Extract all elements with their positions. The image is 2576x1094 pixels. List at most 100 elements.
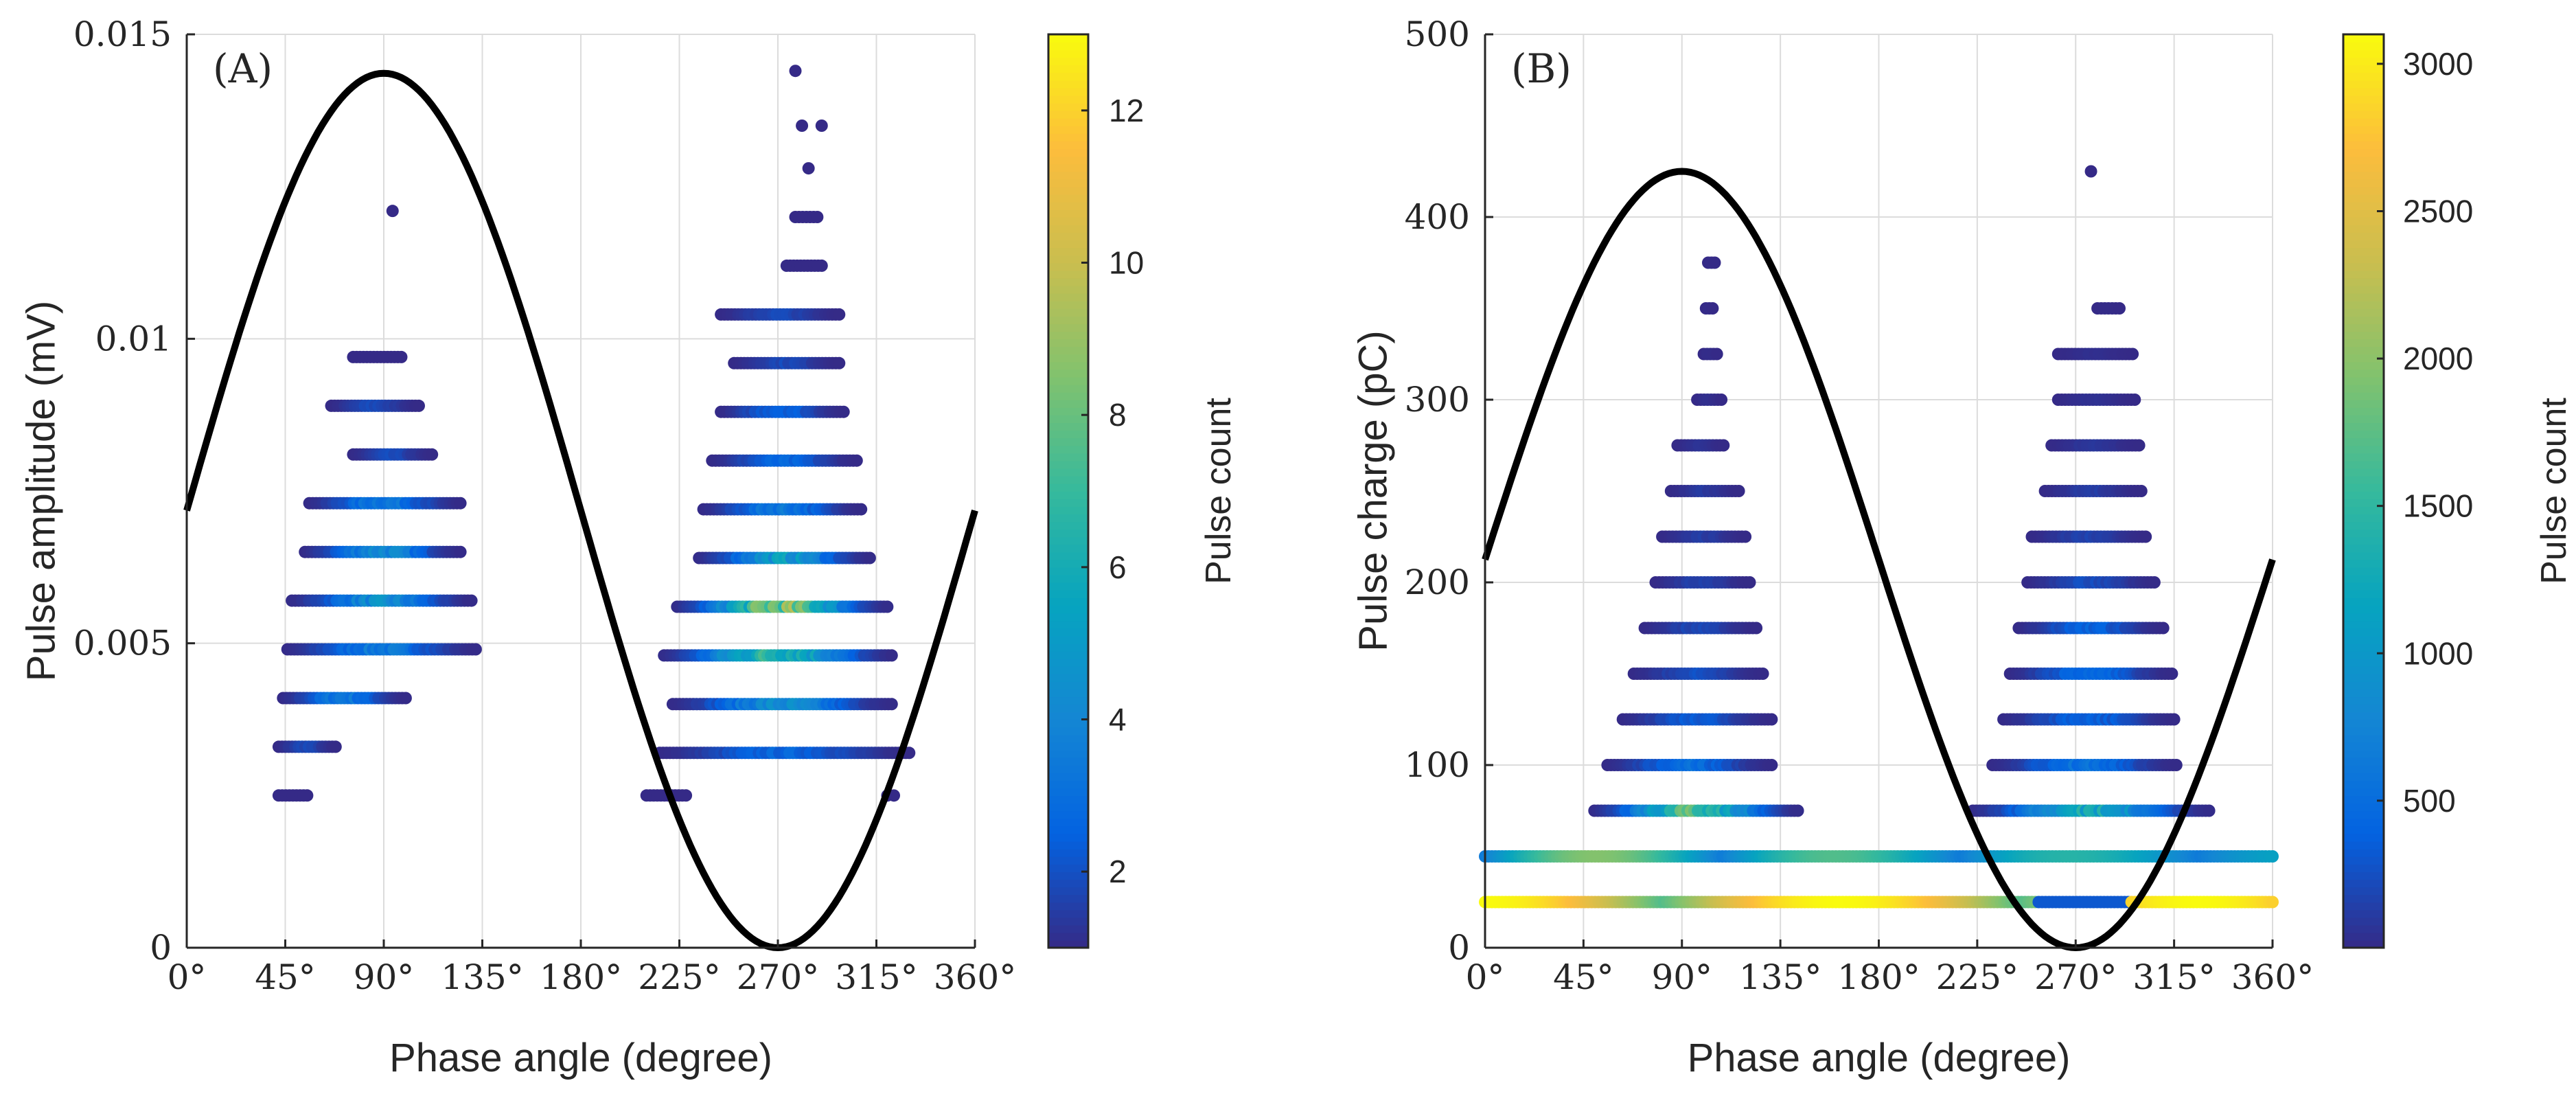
colorbar-segment [2343, 902, 2384, 911]
colorbar-segment [2343, 620, 2384, 629]
sine-reference-curve [1482, 168, 2276, 952]
scatter-point [1756, 668, 1769, 680]
colorbar-segment [2343, 300, 2384, 309]
colorbar-segment [2343, 217, 2384, 225]
colorbar-segment [2343, 186, 2384, 195]
scatter-points [272, 65, 916, 802]
scatter-point [2084, 165, 2097, 178]
colorbar-segment [1048, 613, 1088, 622]
colorbar-segment [2343, 460, 2384, 469]
colorbar-segment [2343, 65, 2384, 73]
colorbar-segment [1048, 620, 1088, 629]
colorbar-segment [1048, 300, 1088, 309]
colorbar-segment [2343, 34, 2384, 43]
colorbar-segment [1048, 841, 1088, 850]
colorbar-segment [2343, 605, 2384, 614]
y-tick-label: 300 [1405, 380, 1470, 420]
colorbar-segment [2343, 924, 2384, 933]
colorbar-segment [1048, 445, 1088, 454]
x-tick-label: 45° [255, 957, 316, 997]
x-tick-label: 360° [934, 957, 1016, 997]
colorbar-segment [1048, 65, 1088, 73]
colorbar-segment [1048, 308, 1088, 317]
colorbar-segment [2343, 179, 2384, 187]
colorbar-label: Pulse count [2534, 398, 2574, 584]
colorbar-segment [1048, 932, 1088, 941]
x-tick-label: 135° [1739, 957, 1821, 997]
colorbar-segment [1048, 346, 1088, 355]
colorbar-segment [2343, 864, 2384, 872]
colorbar-segment [1048, 232, 1088, 241]
colorbar-tick-label: 12 [1109, 93, 1144, 128]
x-tick-label: 0° [1466, 957, 1505, 997]
scatter-point [833, 308, 846, 321]
colorbar-segment [1048, 795, 1088, 804]
colorbar-segment [2343, 696, 2384, 705]
colorbar-frame [2342, 33, 2385, 949]
colorbar-segment [1048, 133, 1088, 141]
colorbar-segment [2343, 407, 2384, 415]
x-tick-label: 270° [737, 957, 819, 997]
colorbar-segment [1048, 453, 1088, 461]
sine-reference-curve [183, 69, 978, 952]
colorbar-segment [2343, 788, 2384, 797]
scatter-point [395, 350, 408, 363]
colorbar-segment [2343, 391, 2384, 400]
colorbar-segment [2343, 369, 2384, 378]
scatter-point [2165, 668, 2178, 680]
colorbar-segment [1048, 696, 1088, 705]
colorbar-segment [1048, 894, 1088, 903]
colorbar-segment [1048, 80, 1088, 89]
x-axis-label: Phase angle (degree) [389, 1036, 772, 1080]
colorbar-tick-label: 3000 [2403, 46, 2473, 82]
colorbar-segment [1048, 681, 1088, 690]
x-tick-label: 0° [168, 957, 207, 997]
colorbar-segment [2343, 270, 2384, 279]
colorbar-segment [2343, 323, 2384, 332]
colorbar-segment [2343, 475, 2384, 484]
colorbar-segment [1048, 590, 1088, 598]
colorbar-segment [2343, 225, 2384, 233]
colorbar-tick-label: 8 [1109, 397, 1127, 433]
colorbar-segment [2343, 95, 2384, 104]
scatter-point [855, 503, 868, 516]
colorbar-segment [2343, 674, 2384, 682]
scatter-point [888, 789, 901, 802]
scatter-point [885, 649, 898, 662]
colorbar-segment [2343, 628, 2384, 637]
colorbar-segment [1048, 727, 1088, 736]
colorbar-segment [2343, 163, 2384, 172]
colorbar-segment [2343, 582, 2384, 591]
colorbar-segment [2343, 201, 2384, 210]
colorbar-segment [2343, 232, 2384, 241]
colorbar-segment [2343, 141, 2384, 150]
colorbar-segment [1048, 186, 1088, 195]
colorbar-tick-label: 500 [2403, 783, 2456, 819]
colorbar-tick-label: 2000 [2403, 341, 2473, 376]
colorbar-segment [2343, 514, 2384, 523]
colorbar-segment [1048, 879, 1088, 888]
colorbar-segment [2343, 795, 2384, 804]
scatter-point [2157, 622, 2170, 635]
colorbar-segment [2343, 445, 2384, 454]
scatter-point [2139, 530, 2152, 543]
colorbar-segment [1048, 262, 1088, 271]
colorbar-tick-label: 1500 [2403, 488, 2473, 524]
colorbar-segment [2343, 331, 2384, 340]
colorbar-segment [1048, 339, 1088, 347]
colorbar-segment [2343, 49, 2384, 58]
colorbar-segment [1048, 848, 1088, 857]
colorbar-segment [1048, 650, 1088, 659]
colorbar-segment [1048, 376, 1088, 385]
colorbar-segment [1048, 201, 1088, 210]
chart-panel-b: 0° 45° 90° 135° 180° 225° 270° 315° 360° 0 100 200 3… [1351, 14, 2575, 1080]
colorbar-segment [1048, 856, 1088, 865]
colorbar-segment [1048, 34, 1088, 43]
colorbar-segment [2343, 376, 2384, 385]
colorbar-segment [2343, 909, 2384, 918]
colorbar-segment [1048, 483, 1088, 492]
colorbar-segment [2343, 810, 2384, 819]
colorbar-segment [1048, 475, 1088, 484]
colorbar-tick-label: 6 [1109, 549, 1127, 585]
colorbar-segment [1048, 422, 1088, 431]
